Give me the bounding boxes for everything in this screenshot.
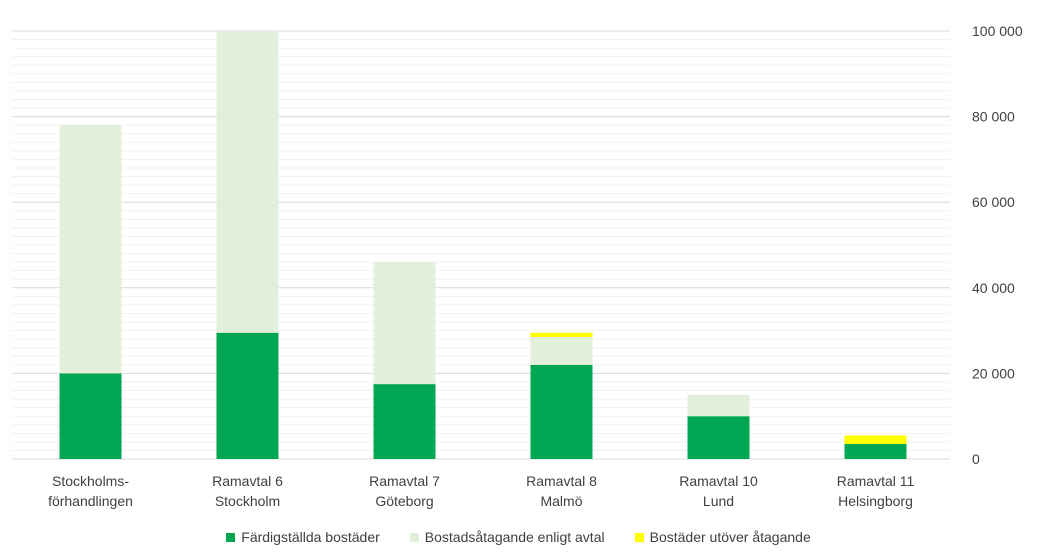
x-tick-label: förhandlingen	[48, 493, 133, 509]
x-axis: Stockholms-förhandlingen Ramavtal 6 Stockh…	[48, 473, 914, 509]
y-tick-label: 20 000	[972, 365, 1015, 381]
bar-segment-2-4	[530, 337, 593, 365]
x-tick-label: Malmö	[540, 493, 582, 509]
y-axis: 0 20 000 40 000 60 000 80 000 100 000	[972, 23, 1023, 467]
legend-label: Bostäder utöver åtagande	[649, 529, 811, 545]
y-tick-label: 60 000	[972, 194, 1015, 210]
x-tick-label: Ramavtal 7	[369, 473, 440, 489]
gridlines	[12, 30, 950, 460]
bar-segment-1-1	[59, 373, 122, 459]
bar-segment-3-6	[844, 435, 907, 445]
legend-item-2: Bostadsåtagande enligt avtal	[409, 529, 605, 545]
bar-segment-1-2	[216, 332, 279, 459]
y-tick-label: 80 000	[972, 109, 1015, 125]
x-tick-label: Ramavtal 8	[526, 473, 597, 489]
legend-swatch	[226, 532, 236, 542]
x-tick-label: Ramavtal 11	[837, 473, 915, 489]
bar-segment-1-5	[687, 416, 750, 459]
bars	[59, 31, 907, 459]
legend-item-1: Färdigställda bostäder	[226, 529, 380, 545]
x-tick-label: Stockholms-	[52, 473, 129, 489]
bar-segment-2-5	[687, 394, 750, 417]
legend: Färdigställda bostäder Bostadsåtagande en…	[0, 526, 1037, 548]
x-tick-label: Ramavtal 6	[212, 473, 283, 489]
x-tick-label: Göteborg	[375, 493, 433, 509]
bar-segment-3-4	[530, 332, 593, 338]
y-tick-label: 0	[972, 451, 980, 467]
legend-swatch	[409, 532, 419, 542]
y-tick-label: 100 000	[972, 23, 1023, 39]
y-tick-label: 40 000	[972, 280, 1015, 296]
bar-segment-1-6	[844, 444, 907, 459]
bar-segment-1-4	[530, 364, 593, 459]
legend-item-3: Bostäder utöver åtagande	[634, 529, 811, 545]
x-tick-label: Stockholm	[215, 493, 280, 509]
legend-swatch	[634, 532, 644, 542]
legend-label: Bostadsåtagande enligt avtal	[424, 529, 605, 545]
x-tick-label: Helsingborg	[838, 493, 913, 509]
bar-segment-2-3	[373, 262, 436, 385]
bar-segment-2-1	[59, 125, 122, 374]
x-tick-label: Lund	[703, 493, 734, 509]
bar-segment-2-2	[216, 31, 279, 333]
x-tick-label: Ramavtal 10	[679, 473, 758, 489]
legend-label: Färdigställda bostäder	[241, 529, 380, 545]
bar-segment-1-3	[373, 384, 436, 459]
